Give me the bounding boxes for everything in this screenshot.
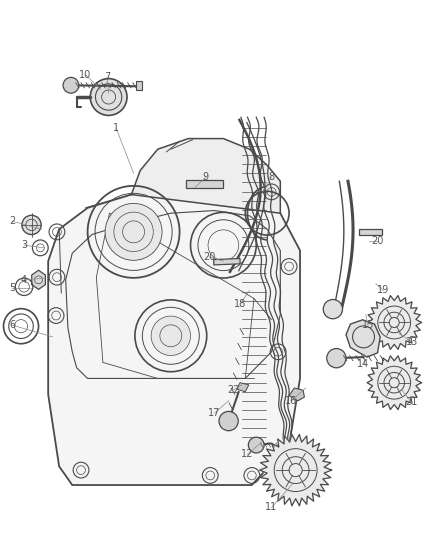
Polygon shape — [367, 296, 421, 349]
Text: 12: 12 — [241, 449, 254, 459]
Text: 17: 17 — [208, 408, 221, 418]
Text: 8: 8 — [268, 172, 275, 182]
Text: 4: 4 — [21, 275, 27, 285]
Text: 3: 3 — [21, 240, 27, 250]
Polygon shape — [186, 180, 223, 188]
Text: 15: 15 — [362, 320, 374, 330]
Text: 11: 11 — [265, 503, 278, 512]
Circle shape — [219, 411, 238, 431]
Text: 6: 6 — [9, 320, 15, 330]
Text: 20: 20 — [203, 252, 215, 262]
Text: 18: 18 — [234, 299, 246, 309]
Circle shape — [378, 306, 410, 339]
Text: 2: 2 — [9, 216, 15, 226]
Text: 1: 1 — [113, 123, 119, 133]
Circle shape — [248, 437, 264, 453]
Circle shape — [389, 378, 399, 387]
Polygon shape — [237, 383, 249, 392]
Text: 10: 10 — [79, 70, 92, 79]
Polygon shape — [289, 388, 304, 401]
Polygon shape — [32, 270, 46, 289]
Text: 22: 22 — [227, 385, 239, 395]
Polygon shape — [48, 181, 300, 485]
Polygon shape — [136, 81, 142, 90]
Circle shape — [105, 204, 162, 260]
Circle shape — [90, 78, 127, 116]
Text: 21: 21 — [406, 398, 418, 407]
Circle shape — [323, 300, 343, 319]
Circle shape — [378, 366, 410, 399]
Text: 19: 19 — [377, 286, 389, 295]
Circle shape — [384, 312, 404, 333]
Polygon shape — [131, 139, 280, 213]
Text: 5: 5 — [9, 283, 15, 293]
Polygon shape — [359, 229, 382, 235]
Text: 9: 9 — [203, 172, 209, 182]
Text: 16: 16 — [285, 396, 297, 406]
Text: 7: 7 — [104, 72, 110, 82]
Circle shape — [22, 215, 41, 235]
Polygon shape — [346, 320, 380, 357]
Circle shape — [282, 457, 309, 483]
Polygon shape — [260, 434, 332, 506]
Circle shape — [274, 449, 317, 491]
Text: 20: 20 — [371, 236, 384, 246]
Circle shape — [389, 318, 399, 327]
Polygon shape — [214, 259, 240, 265]
Text: 13: 13 — [406, 337, 418, 347]
Circle shape — [327, 349, 346, 368]
Text: 14: 14 — [357, 359, 370, 368]
Circle shape — [289, 464, 302, 477]
Circle shape — [63, 77, 79, 93]
Polygon shape — [367, 356, 421, 409]
Circle shape — [384, 373, 404, 393]
Circle shape — [151, 316, 191, 356]
